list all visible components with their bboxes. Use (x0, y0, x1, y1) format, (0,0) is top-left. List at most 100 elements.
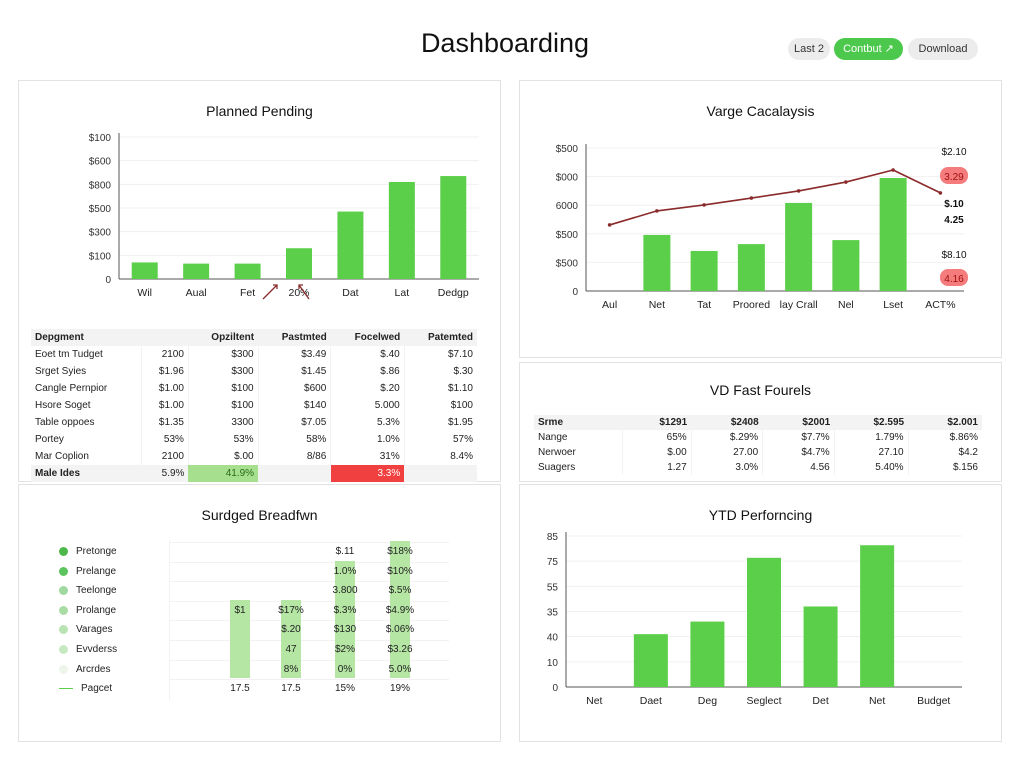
row-divider (169, 640, 449, 641)
x-tick-label: Net (586, 695, 602, 707)
breakdown-cell: $.11 (335, 546, 355, 557)
column-header: $2001 (762, 415, 835, 430)
breakdown-cell: $.06% (385, 624, 415, 636)
breakdown-cell: $10% (387, 565, 413, 577)
chart-title: Varge Cacalaysis (706, 103, 815, 119)
x-tick-label: Budget (917, 695, 950, 707)
right-annotation: $.10 (944, 199, 964, 210)
breakdown-cell: $.5% (388, 585, 412, 597)
table-cell: 8.4% (403, 448, 477, 465)
x-tick-label: 20% (288, 287, 309, 299)
legend-item: Evvderss (59, 644, 117, 655)
row-divider (169, 620, 449, 622)
planned-pending-panel: Planned Pending 0 $100 $300 $500 $800 $600 $10… (18, 80, 501, 482)
download-button[interactable]: Download (908, 38, 978, 60)
breakdown-cell: $.20 (281, 624, 301, 636)
column-header (141, 329, 189, 346)
line-point (938, 191, 943, 195)
table-cell: $.40 (330, 346, 405, 363)
breakdown-total: 17.5 (281, 683, 301, 695)
table-cell: 27.00 (690, 445, 763, 460)
row-divider (169, 542, 449, 543)
planned-pending-chart: 0 $100 $300 $500 $800 $600 $100 Wil Aual Fet 20% Da… (89, 133, 479, 300)
breakdown-cell: $130 (333, 624, 357, 636)
line-legend-icon (59, 687, 73, 690)
panel-title: Surdged Breadfwn (201, 507, 318, 523)
table-cell: 1.0% (330, 431, 405, 448)
legend-dot-icon (59, 566, 68, 576)
y-tick-label: $100 (89, 251, 112, 262)
table-cell: 3.0% (690, 460, 763, 475)
bar (633, 634, 668, 687)
x-tick-label: Nel (838, 299, 854, 311)
breakdown-total: 17.5 (230, 683, 250, 695)
table-cell: $1.00 (141, 380, 189, 397)
footer-cell (258, 465, 331, 482)
y-tick-label: $500 (556, 230, 579, 241)
chart-title: Planned Pending (206, 103, 313, 119)
x-tick-label: Net (869, 695, 885, 707)
contbut-button[interactable]: Contbut ↗ (834, 38, 903, 60)
table-cell: $100 (403, 397, 477, 414)
value-badge (940, 167, 968, 184)
y-tick-label: $500 (556, 258, 579, 269)
table-cell: $100 (187, 380, 259, 397)
table-cell: $4.7% (762, 445, 835, 460)
y-tick-label: 35 (547, 608, 559, 619)
last-2-button[interactable]: Last 2 (788, 38, 830, 60)
legend-label: Prelange (76, 565, 117, 577)
right-annotation: $8.10 (941, 250, 966, 261)
value-badge (940, 269, 968, 286)
table-cell: $1.00 (141, 397, 189, 414)
breakdown-cell: $18% (387, 546, 413, 557)
breakdown-cell: $4.9% (385, 604, 415, 616)
y-tick-label: $600 (89, 157, 112, 168)
row-divider (169, 581, 449, 583)
row-label: Hsore Soget (35, 400, 91, 411)
bar (737, 244, 765, 291)
line-point (655, 209, 659, 213)
line-point (844, 180, 848, 184)
table-cell: $.86 (330, 363, 405, 380)
row-divider (169, 600, 449, 602)
table-cell: 57% (403, 431, 477, 448)
table-cell: 2100 (141, 448, 189, 465)
bar (879, 178, 907, 291)
x-tick-label: Lat (395, 287, 410, 299)
header-row: Depgment Opziltent Pastmted Focelwed Patemte… (31, 329, 477, 346)
legend-item: Pretonge (59, 546, 117, 557)
column-header: Srme (534, 415, 623, 430)
table-cell: 2100 (141, 346, 189, 363)
breakdown-cell: $1 (234, 604, 246, 616)
column-header: $2408 (691, 415, 763, 430)
breakdown-cell: $17% (278, 604, 304, 616)
department-table: Depgment Opziltent Pastmted Focelwed Patemte… (31, 329, 477, 482)
table-cell: $140 (257, 397, 331, 414)
breakdown-cell: $.3% (333, 604, 357, 616)
breakdown-cell: 1.0% (333, 565, 357, 577)
bar (747, 557, 781, 687)
footer-cell: 3.3% (330, 465, 405, 482)
x-tick-label: lay Crall (780, 299, 818, 311)
y-tick-label: 0 (552, 683, 558, 694)
y-tick-label: $500 (556, 144, 579, 155)
table-cell: $7.10 (403, 346, 477, 363)
breakdown-panel: Surdged Breadfwn $1 17.5 $17% $.20 47 8% 17.5 $… (18, 484, 501, 742)
legend-dot-icon (59, 625, 68, 635)
legend-label: Arcrdes (76, 663, 111, 675)
fast-fourels-panel: VD Fast Fourels Srme $1291 $2408 $2001 $2.59… (519, 362, 1002, 482)
table-cell: 58% (257, 431, 331, 448)
divider (169, 540, 170, 700)
bar (690, 250, 718, 291)
right-annotation: 4.25 (944, 215, 964, 226)
legend-label: Pagcet (81, 683, 113, 695)
varge-panel: Varge Cacalaysis 0 $500 $500 6000 $000 $500 Au… (519, 80, 1002, 358)
bar (131, 262, 158, 279)
breakdown-cell: 3.800 (332, 585, 358, 597)
bar (803, 606, 838, 687)
legend-item: Arcrdes (59, 664, 110, 675)
right-annotation: 3.29 (944, 172, 964, 183)
footer-label: Male Ides (35, 468, 81, 479)
column-header: $2.001 (908, 415, 982, 430)
bar (690, 621, 725, 687)
